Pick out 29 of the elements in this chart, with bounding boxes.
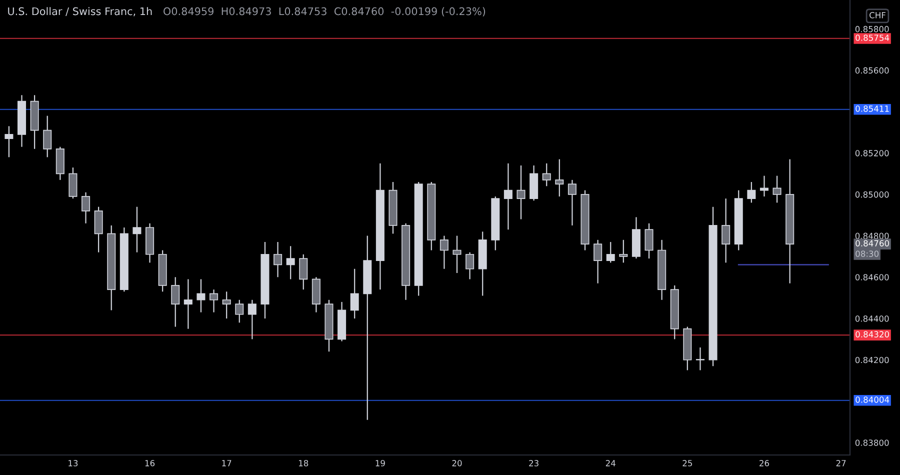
text: 08:30 — [856, 250, 879, 257]
y-tick-label: 0.85000 — [855, 191, 889, 198]
x-tick-label: 16 — [145, 460, 155, 466]
text: CHF — [870, 12, 886, 18]
x-tick-label: 17 — [222, 460, 232, 466]
ref-line-label: 0.85411 — [856, 106, 889, 112]
x-tick-label: 26 — [760, 460, 770, 466]
text: O0.84959 H0.84973 L0.84753 C0.84760 -0.00199 (-0.23%) — [164, 7, 486, 16]
ref-line-label: 0.85754 — [856, 34, 890, 41]
text: 0.84760 — [856, 240, 890, 246]
y-tick-label: 0.85600 — [855, 67, 889, 74]
x-tick-label: 19 — [376, 460, 385, 466]
ref-line-label: 0.84320 — [856, 331, 890, 338]
x-tick-label: 18 — [299, 460, 308, 466]
x-tick-label: 24 — [606, 460, 616, 466]
y-tick-label: 0.83800 — [855, 440, 889, 446]
y-tick-label: 0.84600 — [855, 274, 889, 280]
y-tick-label: 0.85800 — [855, 26, 889, 32]
y-tick-label: 0.85200 — [855, 150, 889, 156]
x-tick-label: 20 — [452, 460, 462, 466]
y-tick-label: 0.84200 — [855, 356, 889, 364]
ref-line-label: 0.84004 — [856, 396, 890, 403]
x-tick-label: 25 — [682, 460, 692, 466]
y-tick-label: 0.84800 — [855, 232, 889, 240]
x-tick-label: 23 — [529, 460, 538, 466]
text: U.S. Dollar / Swiss Franc, 1h — [8, 7, 152, 16]
x-tick-label: 27 — [836, 460, 846, 466]
x-tick-label: 13 — [68, 460, 78, 466]
y-tick-label: 0.84400 — [855, 315, 889, 322]
